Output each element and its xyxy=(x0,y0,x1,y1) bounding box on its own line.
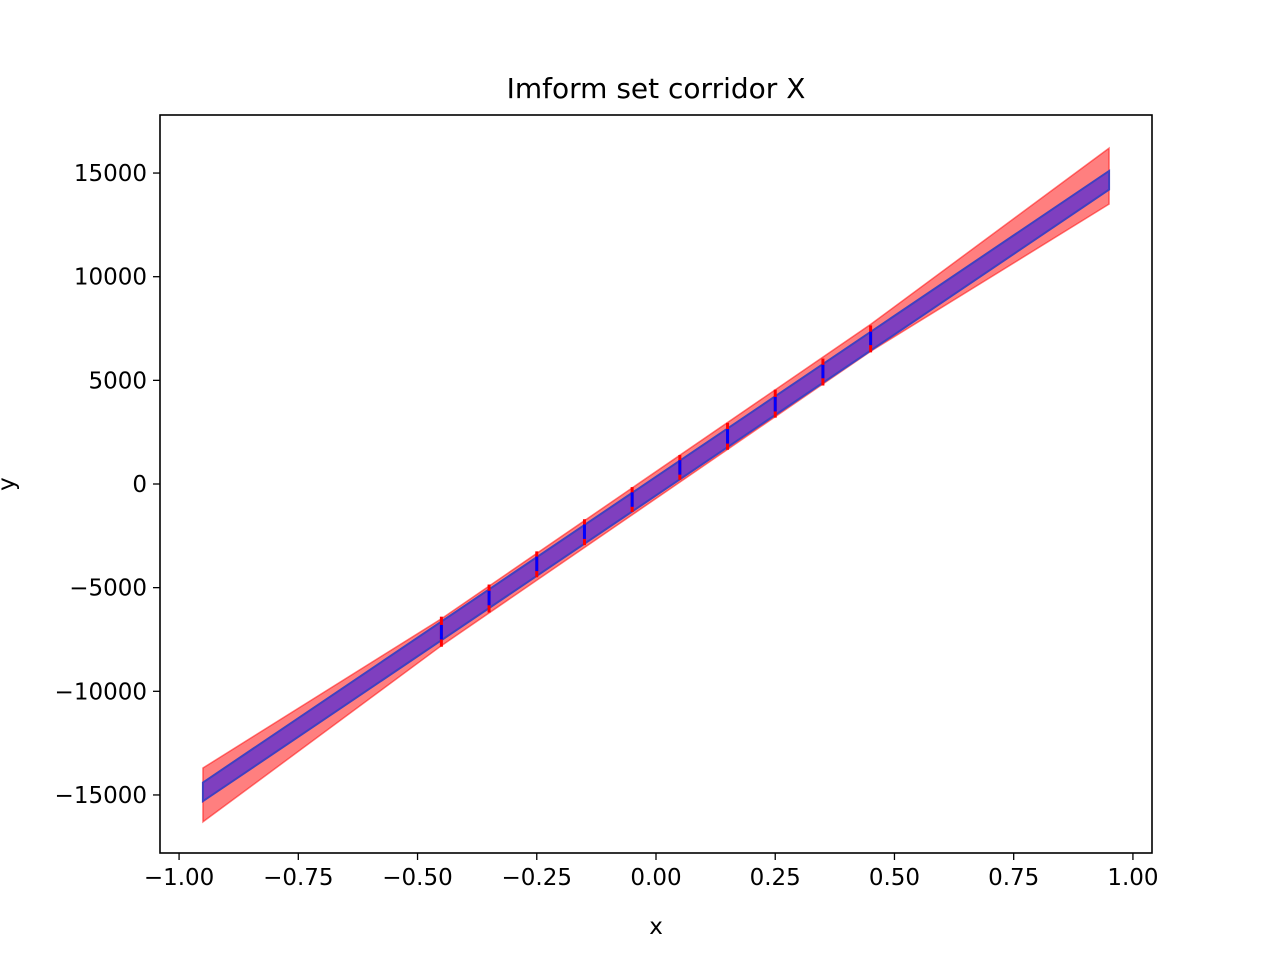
y-tick-label: 5000 xyxy=(88,368,147,394)
y-tick-label: −5000 xyxy=(69,576,147,602)
x-tick-label: 1.00 xyxy=(1107,865,1158,891)
x-tick-label: 0.00 xyxy=(630,865,681,891)
x-tick-label: 0.75 xyxy=(988,865,1039,891)
y-tick-label: −15000 xyxy=(55,783,147,809)
x-tick-label: −0.50 xyxy=(382,865,452,891)
axes: −1.00 −0.75 −0.50 −0.25 0.00 0.25 0.50 0.75 1.00… xyxy=(55,114,1159,891)
chart-title: Imform set corridor X xyxy=(507,72,806,105)
plot-area xyxy=(201,146,1111,824)
y-tick-label: 0 xyxy=(132,472,147,498)
y-tick-label: −10000 xyxy=(55,679,147,705)
y-tick-label: 15000 xyxy=(74,161,147,187)
inner-corridor-band xyxy=(201,169,1111,804)
x-tick-label: −0.25 xyxy=(502,865,572,891)
y-axis-label: y xyxy=(0,477,20,491)
x-tick-label: −0.75 xyxy=(263,865,333,891)
plot-frame xyxy=(159,114,1153,854)
y-tick-label: 10000 xyxy=(74,265,147,291)
x-tick-label: 0.50 xyxy=(869,865,920,891)
x-axis-label: x xyxy=(649,914,663,940)
x-tick-label: −1.00 xyxy=(144,865,214,891)
x-tick-label: 0.25 xyxy=(750,865,801,891)
